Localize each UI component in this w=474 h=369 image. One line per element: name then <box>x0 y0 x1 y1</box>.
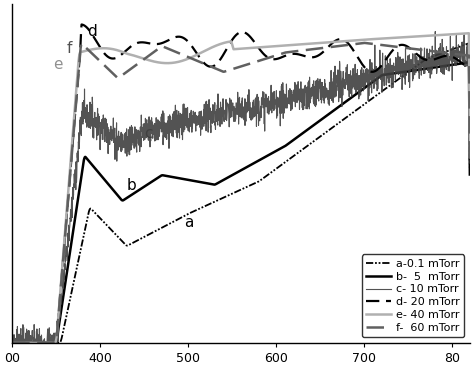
Text: c: c <box>144 126 153 141</box>
Legend: a-0.1 mTorr, b-  5  mTorr, c- 10 mTorr, d- 20 mTorr, e- 40 mTorr, f-  60 mTorr: a-0.1 mTorr, b- 5 mTorr, c- 10 mTorr, d-… <box>362 255 464 337</box>
Text: f: f <box>67 41 72 56</box>
c- 10 mTorr <box>467 161 473 165</box>
e- 40 mTorr <box>33 341 38 345</box>
a-0.1 mTorr <box>454 45 459 50</box>
Line: d- 20 mTorr: d- 20 mTorr <box>12 24 470 343</box>
e- 40 mTorr <box>466 31 472 35</box>
Line: e- 40 mTorr: e- 40 mTorr <box>12 33 470 343</box>
e- 40 mTorr <box>370 37 375 41</box>
b-  5  mTorr <box>232 172 237 176</box>
Line: c- 10 mTorr: c- 10 mTorr <box>12 32 470 343</box>
c- 10 mTorr <box>370 79 375 84</box>
f-  60 mTorr <box>454 52 460 56</box>
e- 40 mTorr <box>467 155 473 159</box>
c- 10 mTorr <box>9 341 15 345</box>
c- 10 mTorr <box>33 341 38 345</box>
d- 20 mTorr <box>232 34 238 38</box>
f-  60 mTorr <box>9 341 15 345</box>
f-  60 mTorr <box>232 66 237 70</box>
b-  5  mTorr <box>33 341 38 345</box>
f-  60 mTorr <box>362 41 367 45</box>
c- 10 mTorr <box>432 30 438 34</box>
d- 20 mTorr <box>9 341 15 345</box>
e- 40 mTorr <box>220 41 226 45</box>
d- 20 mTorr <box>467 158 473 162</box>
e- 40 mTorr <box>454 32 459 36</box>
c- 10 mTorr <box>9 327 15 331</box>
c- 10 mTorr <box>232 119 238 124</box>
f-  60 mTorr <box>467 161 473 166</box>
f-  60 mTorr <box>220 69 226 74</box>
e- 40 mTorr <box>454 32 459 36</box>
c- 10 mTorr <box>220 106 226 110</box>
f-  60 mTorr <box>370 42 375 46</box>
d- 20 mTorr <box>220 54 226 58</box>
c- 10 mTorr <box>454 61 460 65</box>
d- 20 mTorr <box>454 57 459 61</box>
a-0.1 mTorr <box>232 190 237 195</box>
f-  60 mTorr <box>33 341 38 345</box>
a-0.1 mTorr <box>454 46 459 50</box>
Line: f-  60 mTorr: f- 60 mTorr <box>12 43 470 343</box>
Line: a-0.1 mTorr: a-0.1 mTorr <box>12 43 470 343</box>
e- 40 mTorr <box>9 341 15 345</box>
a-0.1 mTorr <box>220 196 226 200</box>
d- 20 mTorr <box>79 22 84 27</box>
b-  5  mTorr <box>220 178 226 183</box>
a-0.1 mTorr <box>370 96 375 100</box>
b-  5  mTorr <box>9 341 15 345</box>
Text: e: e <box>53 57 62 72</box>
a-0.1 mTorr <box>33 341 38 345</box>
Text: b: b <box>127 177 137 193</box>
a-0.1 mTorr <box>9 341 15 345</box>
b-  5  mTorr <box>466 60 472 65</box>
b-  5  mTorr <box>454 62 459 66</box>
d- 20 mTorr <box>370 70 375 74</box>
b-  5  mTorr <box>454 62 459 66</box>
d- 20 mTorr <box>33 341 38 345</box>
Text: d: d <box>87 24 97 39</box>
Line: b-  5  mTorr: b- 5 mTorr <box>12 62 470 343</box>
e- 40 mTorr <box>232 47 237 51</box>
a-0.1 mTorr <box>467 166 473 170</box>
c- 10 mTorr <box>454 49 460 54</box>
b-  5  mTorr <box>370 80 375 84</box>
Text: a: a <box>184 215 193 230</box>
f-  60 mTorr <box>454 52 459 56</box>
a-0.1 mTorr <box>466 41 472 45</box>
d- 20 mTorr <box>454 57 460 62</box>
b-  5  mTorr <box>467 172 473 177</box>
